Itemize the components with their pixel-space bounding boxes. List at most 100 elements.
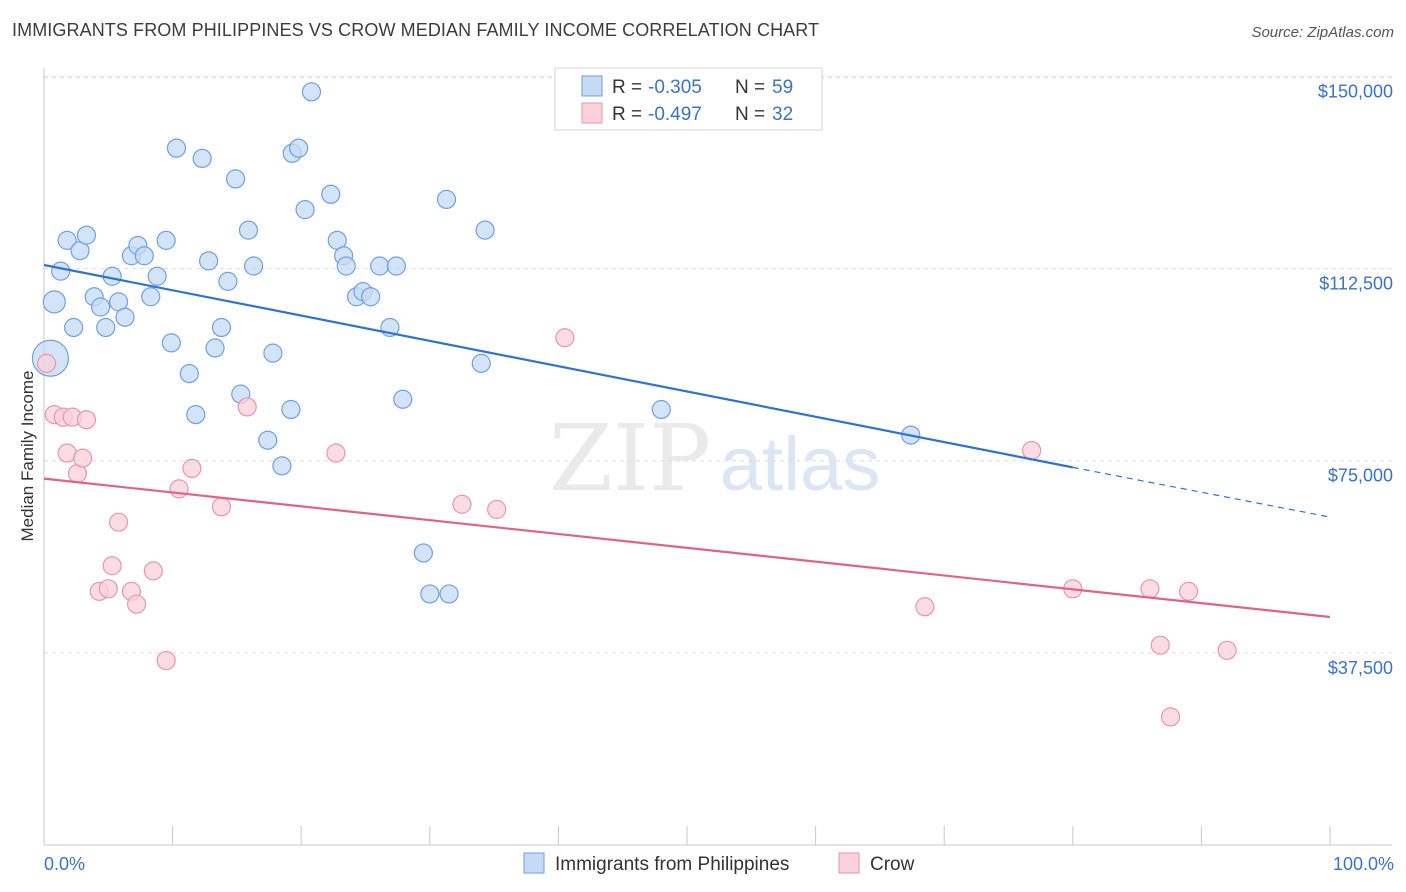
chart-title: IMMIGRANTS FROM PHILIPPINES VS CROW MEDI… [12,20,820,40]
series-legend: Immigrants from Philippines Crow [523,852,915,875]
data-point [1150,635,1170,655]
data-point [211,497,232,517]
data-point [211,317,232,338]
data-point [555,328,575,348]
trend-line [43,263,1074,469]
data-point [452,494,472,514]
data-point [76,410,97,430]
stats-r-label-1: R = [612,77,642,98]
data-point [199,251,219,271]
data-point [361,287,381,307]
data-point [51,261,71,281]
data-point [179,364,199,384]
data-point [218,271,238,291]
data-point [90,297,111,317]
watermark-atlas: atlas [720,422,881,507]
stats-legend: R = -0.305 N = 59 R = -0.497 N = 32 [554,67,823,131]
data-point [1217,640,1237,660]
data-point [108,512,129,532]
data-point [36,353,57,373]
data-point [98,579,118,599]
data-point [258,430,278,450]
data-point [436,189,457,209]
data-point [182,458,202,478]
data-point [487,499,507,519]
x-tick-label-left: 0.0% [44,854,85,874]
data-point [289,138,309,158]
data-point [326,443,346,463]
data-point [161,333,181,353]
trend-line-extension [1072,466,1331,518]
data-point [115,307,135,327]
data-point [439,584,459,604]
data-point [226,169,246,189]
data-point [413,543,433,563]
series-philippines [31,82,921,604]
data-point [143,561,163,581]
stats-n-value-1: 59 [772,77,793,98]
data-point [1160,707,1181,727]
legend-label-crow: Crow [870,854,915,875]
data-point [272,456,292,476]
legend-swatch-philippines [523,852,545,874]
data-point [147,266,167,286]
legend-label-philippines: Immigrants from Philippines [555,854,789,875]
data-point [57,230,77,250]
data-point [169,479,189,499]
gridlines [44,75,1392,654]
stats-r-label-2: R = [612,104,642,125]
chart-source: Source: ZipAtlas.com [1251,24,1394,41]
data-point [42,290,66,314]
legend-swatch-crow [838,852,860,874]
data-point [156,230,176,250]
data-point [244,256,264,276]
y-tick-labels: $37,500 $75,000 $112,500 $150,000 [1318,81,1393,677]
series-layer [31,82,1331,727]
data-point [166,138,187,158]
data-point [156,650,176,671]
data-point [126,594,147,614]
data-point [471,353,491,373]
data-point [301,82,322,102]
y-tick-label: $112,500 [1319,274,1393,294]
data-point [651,399,671,420]
data-point [192,148,212,169]
data-point [295,200,315,220]
y-tick-label: $150,000 [1318,81,1393,101]
data-point [141,287,161,307]
data-point [393,389,413,409]
watermark: ZIP atlas [549,405,880,512]
watermark-zip: ZIP [549,405,711,512]
data-point [134,246,154,266]
data-point [370,256,390,276]
stats-legend-swatch-pink [581,102,603,124]
stats-n-label-1: N = [735,77,765,98]
data-point [915,597,935,617]
data-point [281,399,301,420]
data-point [72,448,93,468]
data-point [96,317,116,338]
stats-r-value-1: -0.305 [648,77,702,98]
stats-n-label-2: N = [735,104,765,125]
data-point [1022,440,1042,461]
data-point [386,256,406,276]
series-crow [36,328,1237,727]
data-point [76,225,97,245]
trend-line [43,477,1331,619]
data-point [238,220,259,240]
data-point [237,397,257,417]
y-tick-label: $37,500 [1328,658,1393,678]
data-point [102,556,122,576]
y-axis-label: Median Family Income [18,370,37,541]
x-axis-ticks [43,826,1331,845]
data-point [420,584,440,604]
stats-legend-swatch-blue [581,75,603,97]
data-point [1178,581,1199,601]
data-point [186,405,206,425]
stats-n-value-2: 32 [772,104,793,125]
data-point [336,256,356,276]
data-point [1140,579,1160,599]
data-point [205,338,225,358]
data-point [63,317,84,338]
